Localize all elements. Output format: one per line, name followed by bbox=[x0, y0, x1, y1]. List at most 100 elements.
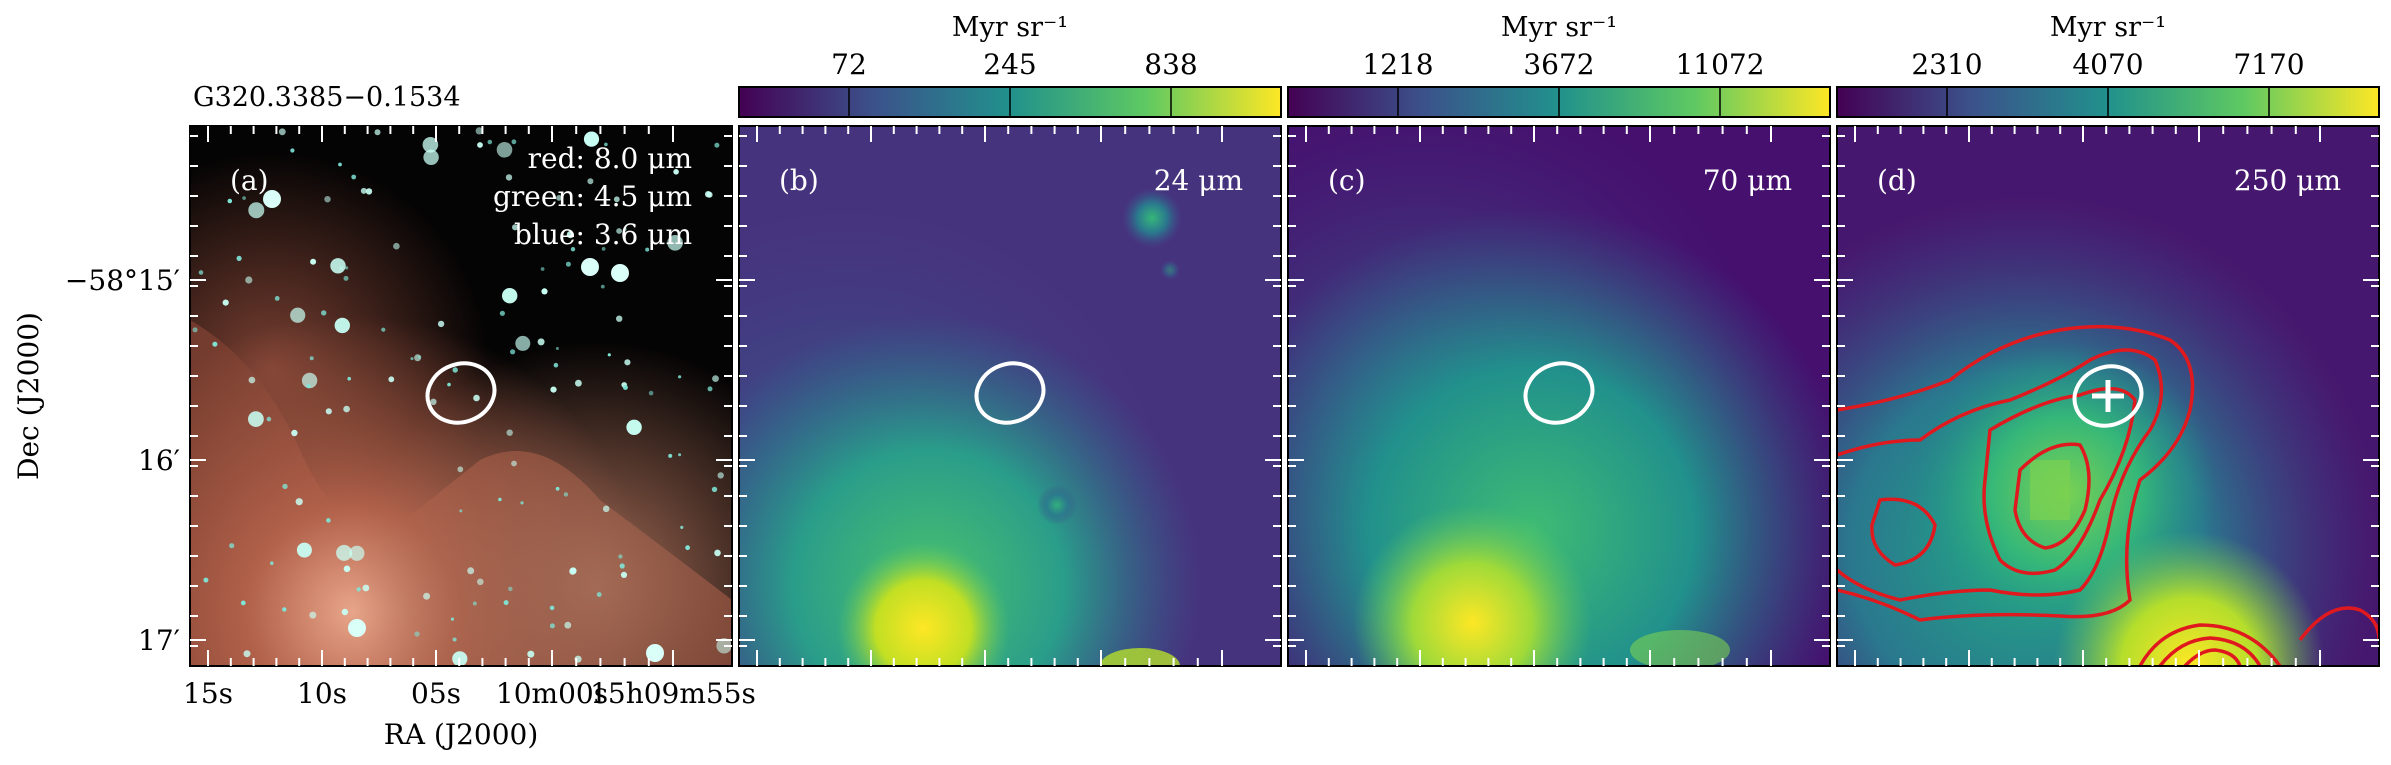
star bbox=[540, 267, 545, 271]
star bbox=[549, 605, 555, 611]
star bbox=[203, 577, 209, 583]
star bbox=[430, 398, 437, 405]
star bbox=[645, 247, 650, 252]
star bbox=[393, 242, 400, 250]
star bbox=[623, 227, 627, 231]
star bbox=[714, 142, 720, 148]
ra-tick-label: 15s bbox=[183, 677, 233, 710]
colorbar-d: Myr sr⁻¹ 2310 4070 7170 bbox=[1836, 12, 2380, 118]
panel-d-wavelength: 250 μm bbox=[2234, 164, 2341, 197]
star bbox=[248, 411, 264, 427]
panel-d: (d) 250 μm bbox=[1836, 125, 2380, 667]
colorbar-b: Myr sr⁻¹ 72 245 838 bbox=[738, 12, 1282, 118]
colorbar-c: Myr sr⁻¹ 1218 3672 11072 bbox=[1287, 12, 1831, 118]
colorbar-d-tick: 2310 bbox=[1911, 48, 1982, 81]
star bbox=[472, 601, 477, 606]
star bbox=[475, 127, 483, 135]
axis-ticks bbox=[190, 126, 2379, 666]
bright-star bbox=[611, 264, 629, 282]
legend-blue: blue: 3.6 μm bbox=[514, 218, 692, 251]
star bbox=[575, 379, 582, 387]
dec-axis-label: Dec (J2000) bbox=[12, 312, 45, 480]
star bbox=[541, 288, 548, 295]
panel-b: (b) 24 μm bbox=[738, 125, 1282, 667]
star bbox=[452, 367, 458, 373]
star bbox=[549, 623, 555, 629]
star bbox=[423, 592, 431, 600]
star bbox=[351, 174, 357, 180]
star bbox=[520, 501, 524, 505]
star bbox=[711, 486, 718, 493]
ra-tick-label: 10m00s bbox=[496, 677, 608, 710]
star bbox=[222, 299, 229, 306]
star bbox=[365, 188, 373, 195]
star bbox=[604, 142, 608, 147]
legend-green: green: 4.5 μm bbox=[493, 180, 692, 213]
star bbox=[310, 258, 317, 265]
star bbox=[515, 335, 531, 351]
star bbox=[616, 315, 623, 322]
star bbox=[338, 162, 342, 167]
star bbox=[381, 327, 386, 332]
star bbox=[503, 600, 509, 606]
star bbox=[290, 148, 295, 153]
star bbox=[564, 621, 572, 629]
star bbox=[245, 276, 253, 284]
colorbar-c-tick: 3672 bbox=[1523, 48, 1594, 81]
star bbox=[616, 228, 622, 234]
star bbox=[240, 600, 246, 606]
star bbox=[600, 284, 605, 289]
source-name: G320.3385−0.1534 bbox=[193, 82, 461, 113]
panel-a: (a) red: 8.0 μm green: 4.5 μm blue: 3.6 … bbox=[189, 125, 733, 667]
star bbox=[511, 224, 519, 231]
star bbox=[487, 139, 493, 145]
source-ellipse bbox=[2072, 364, 2144, 428]
ra-tick-label: 05s bbox=[411, 677, 461, 710]
star bbox=[511, 460, 517, 467]
dec-tick-label: 17′ bbox=[138, 624, 180, 657]
star bbox=[242, 196, 246, 200]
panel-d-label: (d) bbox=[1877, 164, 1917, 197]
star bbox=[452, 637, 457, 642]
panel-b-label: (b) bbox=[779, 164, 819, 197]
star bbox=[509, 349, 516, 355]
star bbox=[212, 341, 218, 347]
star bbox=[556, 195, 562, 201]
contours bbox=[1837, 324, 2379, 666]
star bbox=[192, 327, 198, 333]
star bbox=[678, 453, 682, 457]
star bbox=[680, 525, 684, 530]
bright-star bbox=[348, 619, 366, 637]
star bbox=[508, 586, 513, 592]
star bbox=[343, 405, 350, 413]
star bbox=[360, 187, 367, 194]
star bbox=[622, 385, 628, 390]
ra-tick-label: 10s bbox=[297, 677, 347, 710]
star bbox=[362, 584, 370, 592]
star bbox=[569, 567, 577, 575]
star bbox=[477, 142, 483, 148]
star bbox=[563, 492, 569, 497]
star bbox=[309, 356, 314, 361]
dec-tick-labels: −58°15′ 16′ 17′ bbox=[65, 264, 180, 657]
panel-c-wavelength: 70 μm bbox=[1703, 164, 1792, 197]
star bbox=[459, 509, 463, 513]
star bbox=[555, 347, 559, 350]
star bbox=[583, 131, 600, 147]
star bbox=[553, 362, 559, 368]
star bbox=[505, 174, 513, 181]
star bbox=[437, 320, 445, 328]
star bbox=[227, 198, 233, 204]
star bbox=[336, 544, 353, 561]
star bbox=[447, 382, 451, 387]
star bbox=[596, 592, 602, 597]
star bbox=[356, 587, 361, 592]
star bbox=[673, 169, 679, 175]
star bbox=[587, 178, 594, 185]
star bbox=[295, 498, 303, 506]
colorbar-b-tick: 72 bbox=[831, 48, 867, 81]
star bbox=[341, 608, 349, 616]
colorbar-d-unit: Myr sr⁻¹ bbox=[2050, 12, 2166, 43]
star bbox=[477, 578, 484, 586]
